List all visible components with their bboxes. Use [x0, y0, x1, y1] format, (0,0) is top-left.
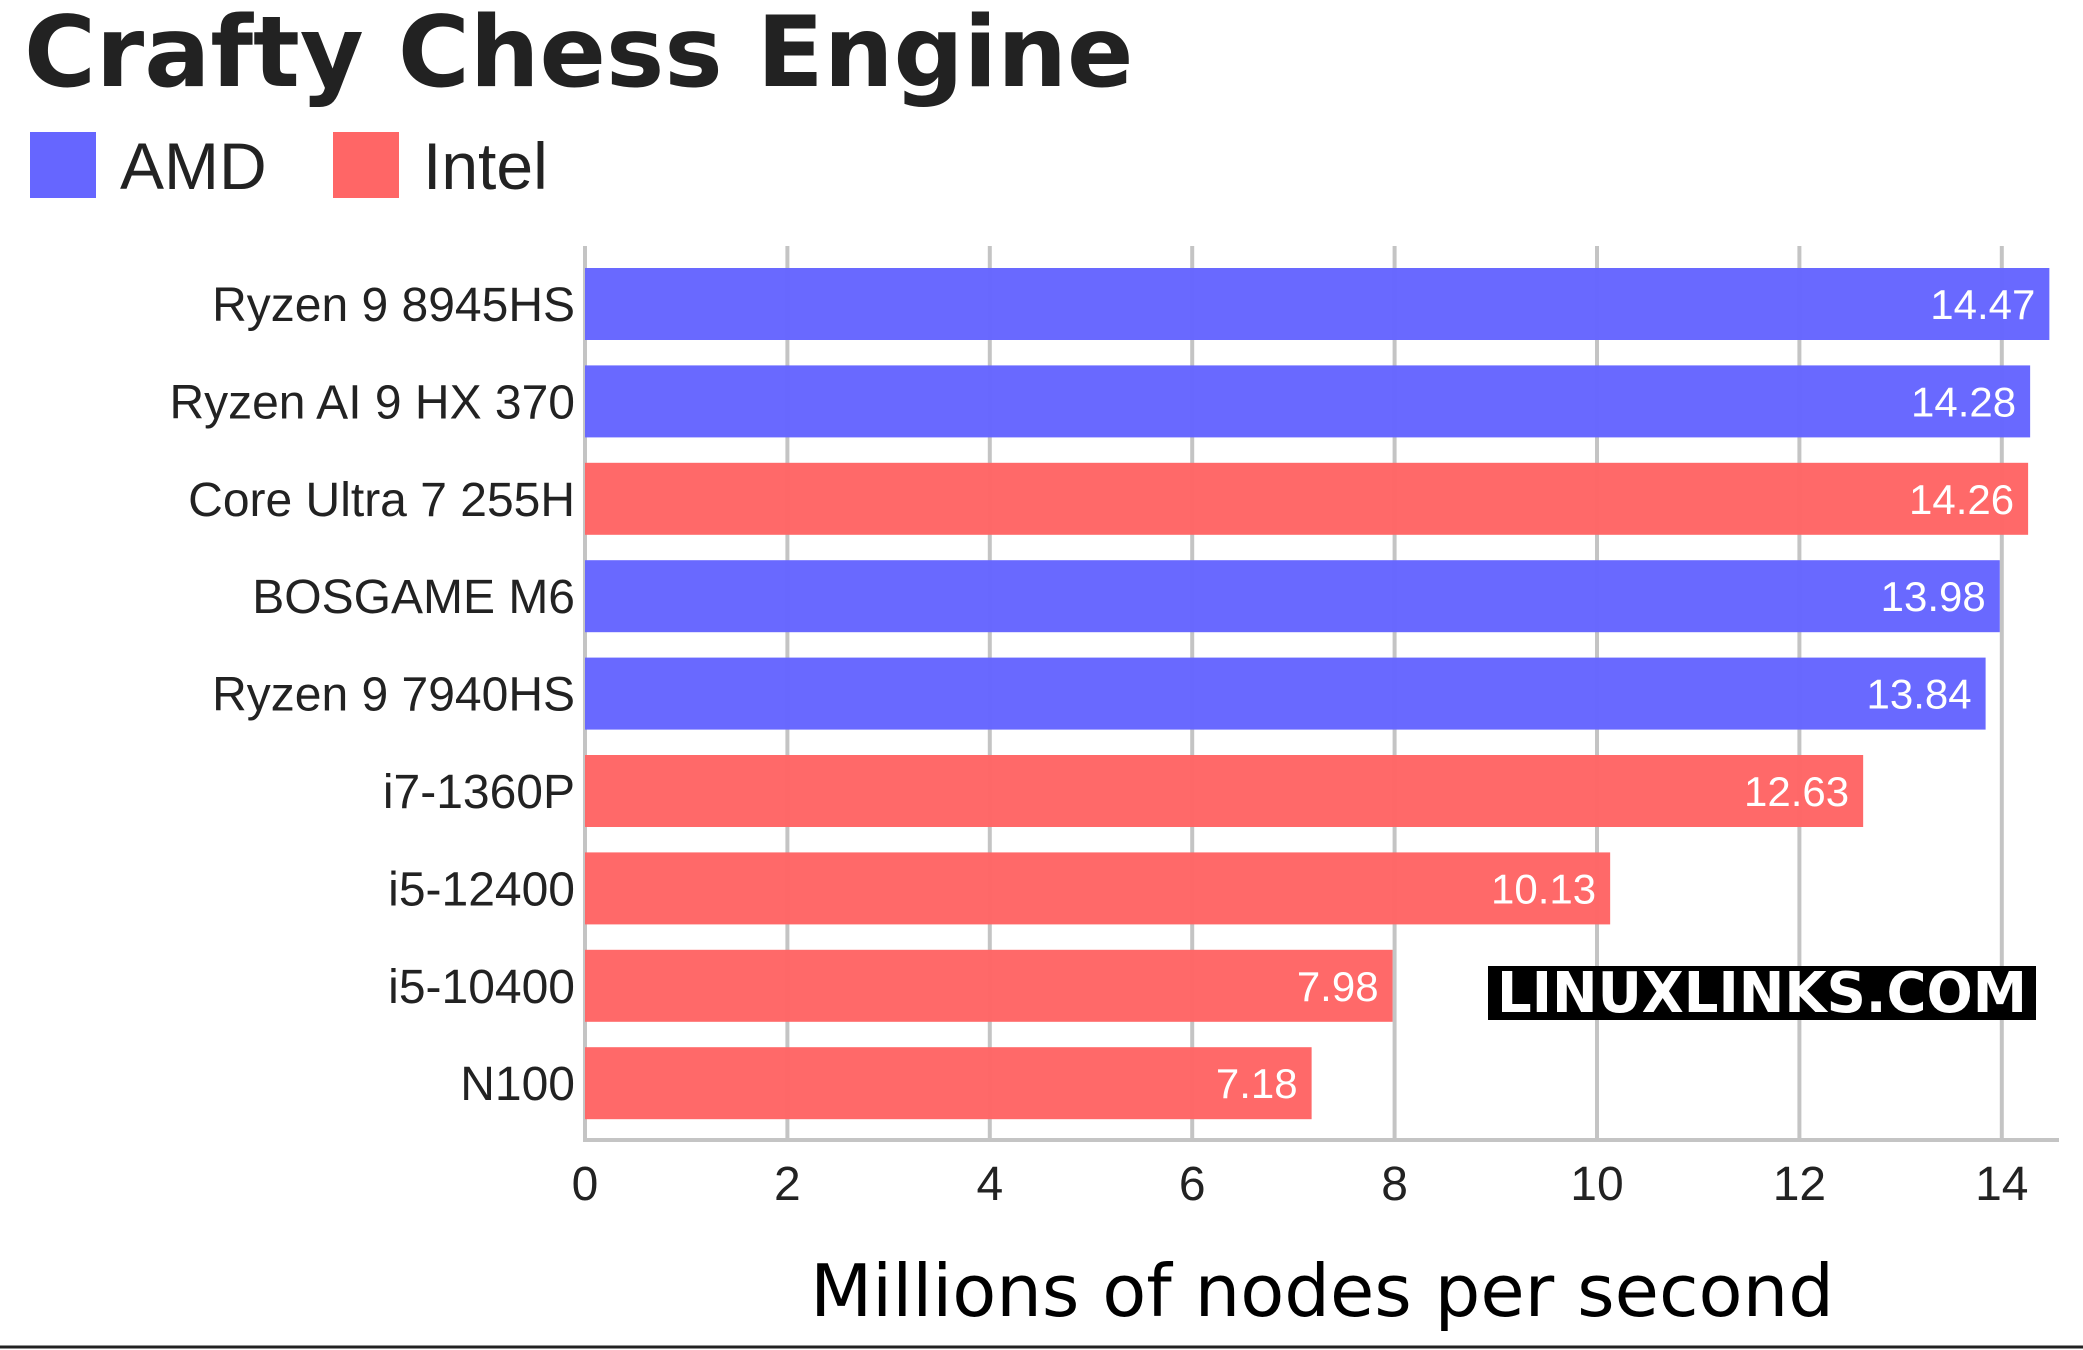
- legend-label-intel: Intel: [423, 129, 548, 203]
- category-label: i5-12400: [388, 863, 575, 916]
- bar: [585, 365, 2031, 438]
- x-tick-label: 6: [1179, 1158, 1206, 1211]
- category-label: BOSGAME M6: [252, 571, 575, 624]
- x-tick-labels: 0 2 4 6 8 10 12 14: [572, 1158, 2029, 1211]
- data-label: 14.26: [1909, 476, 2014, 523]
- category-label: Ryzen 9 8945HS: [212, 279, 575, 332]
- bars: Ryzen 9 8945HS 14.47 Ryzen AI 9 HX 370 14.2…: [169, 268, 2050, 1120]
- bar: [585, 949, 1393, 1022]
- x-tick-label: 0: [572, 1158, 599, 1211]
- watermark-text: LINUXLINKS.COM: [1497, 961, 2027, 1026]
- data-label: 7.98: [1297, 963, 1379, 1010]
- category-label: Ryzen AI 9 HX 370: [169, 376, 575, 429]
- x-tick-label: 14: [1975, 1158, 2028, 1211]
- category-label: Core Ultra 7 255H: [188, 474, 575, 527]
- x-tick-label: 12: [1773, 1158, 1826, 1211]
- category-label: i7-1360P: [383, 766, 575, 819]
- bar: [585, 1047, 1312, 1120]
- data-label: 14.47: [1930, 281, 2035, 328]
- category-label: i5-10400: [388, 961, 575, 1014]
- bar: [585, 657, 1986, 730]
- legend-swatch-amd: [30, 132, 96, 198]
- legend-swatch-intel: [333, 132, 399, 198]
- bar: [585, 462, 2029, 535]
- bar: [585, 268, 2050, 340]
- data-label: 13.84: [1866, 671, 1971, 718]
- category-label: N100: [460, 1058, 575, 1111]
- data-label: 12.63: [1744, 768, 1849, 815]
- bar: [585, 755, 1864, 827]
- data-label: 10.13: [1491, 865, 1596, 912]
- data-label: 7.18: [1216, 1060, 1298, 1107]
- x-tick-label: 10: [1570, 1158, 1623, 1211]
- bar: [585, 560, 2000, 633]
- legend-label-amd: AMD: [120, 129, 267, 203]
- category-label: Ryzen 9 7940HS: [212, 669, 575, 722]
- legend: AMD Intel: [30, 129, 548, 203]
- watermark: LINUXLINKS.COM: [1488, 961, 2036, 1026]
- x-tick-label: 2: [774, 1158, 801, 1211]
- chart-title: Crafty Chess Engine: [24, 0, 1134, 110]
- data-label: 14.28: [1911, 378, 2016, 425]
- data-label: 13.98: [1881, 573, 1986, 620]
- bar: [585, 852, 1611, 925]
- x-axis-title: Millions of nodes per second: [810, 1249, 1834, 1333]
- x-tick-label: 4: [976, 1158, 1003, 1211]
- x-tick-label: 8: [1381, 1158, 1408, 1211]
